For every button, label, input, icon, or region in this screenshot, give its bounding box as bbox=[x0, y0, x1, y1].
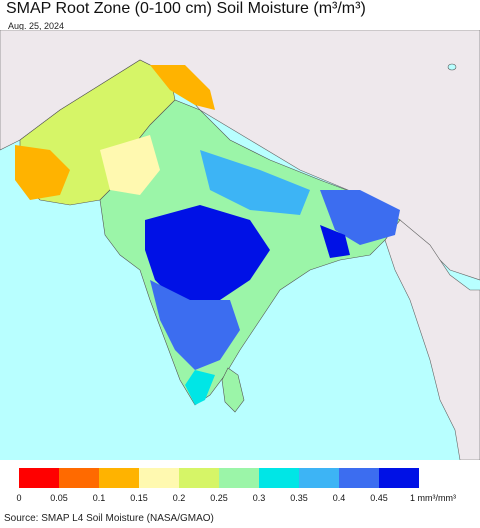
legend-swatch bbox=[19, 468, 59, 488]
lake bbox=[447, 63, 457, 71]
legend-swatch bbox=[299, 468, 339, 488]
region-kashmir-dry bbox=[150, 65, 215, 110]
legend-swatch bbox=[339, 468, 379, 488]
legend-colorbar bbox=[19, 468, 419, 488]
region-ganges-moist bbox=[200, 150, 310, 215]
legend-tick-label: 0 bbox=[16, 493, 22, 503]
region-northeast-wet bbox=[320, 190, 400, 245]
legend-swatch bbox=[379, 468, 419, 488]
legend-tick-label: 0.3 bbox=[252, 493, 266, 503]
source-text: Source: SMAP L4 Soil Moisture (NASA/GMAO… bbox=[4, 513, 214, 524]
legend-tick-label: 0.15 bbox=[130, 493, 148, 503]
region-southern-moist bbox=[185, 370, 215, 405]
region-deccan-moist bbox=[150, 280, 240, 370]
map-title: SMAP Root Zone (0-100 cm) Soil Moisture … bbox=[6, 0, 366, 17]
legend-tick-label: 1 mm³/mm³ bbox=[410, 493, 456, 503]
legend-swatch bbox=[99, 468, 139, 488]
region-rajasthan-dry bbox=[100, 135, 160, 195]
legend-swatch bbox=[179, 468, 219, 488]
legend-tick-label: 0.05 bbox=[50, 493, 68, 503]
legend-swatch bbox=[139, 468, 179, 488]
land-southeast-asia bbox=[384, 219, 480, 460]
legend: 0 0.05 0.1 0.15 0.2 0.25 0.3 0.35 0.4 0.45 1 mm³/m… bbox=[0, 466, 480, 506]
legend-tick-label: 0.1 bbox=[92, 493, 106, 503]
legend-tick-label: 0.25 bbox=[210, 493, 228, 503]
soil-moisture-map bbox=[0, 30, 480, 460]
legend-tick-label: 0.2 bbox=[172, 493, 186, 503]
legend-tick-label: 0.45 bbox=[370, 493, 388, 503]
map-date: Aug. 25, 2024 bbox=[8, 21, 65, 31]
legend-swatch bbox=[59, 468, 99, 488]
region-bangladesh-coast bbox=[320, 225, 350, 258]
region-baluchistan-dry bbox=[15, 145, 70, 200]
region-central-wet bbox=[145, 205, 270, 305]
region-sri-lanka bbox=[221, 367, 245, 413]
legend-tick-label: 0.4 bbox=[332, 493, 346, 503]
legend-swatch bbox=[219, 468, 259, 488]
legend-tick-label: 0.35 bbox=[290, 493, 308, 503]
legend-swatch bbox=[259, 468, 299, 488]
